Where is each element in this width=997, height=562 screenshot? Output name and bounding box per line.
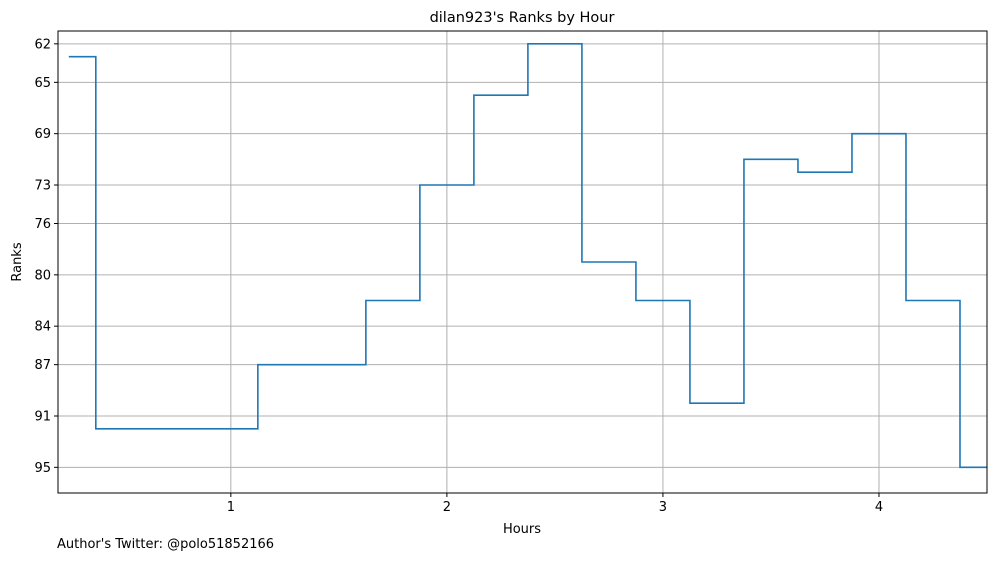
y-tick-label: 91 [34, 410, 51, 425]
plot-frame [57, 30, 988, 494]
y-tick-label: 95 [34, 461, 51, 476]
rank-step-line [68, 43, 987, 469]
x-tick-label: 2 [443, 500, 451, 515]
x-axis-label: Hours [503, 522, 541, 537]
y-axis-ticks: 62 65 69 73 76 80 84 87 91 95 [34, 37, 58, 476]
y-tick-label: 62 [34, 37, 51, 52]
chart-title: dilan923's Ranks by Hour [430, 10, 615, 26]
y-tick-label: 87 [34, 358, 51, 373]
author-twitter-credit: Author's Twitter: @polo51852166 [57, 537, 275, 552]
y-tick-label: 84 [34, 320, 51, 335]
x-tick-label: 3 [659, 500, 667, 515]
y-axis-label: Ranks [10, 242, 25, 281]
y-tick-label: 65 [34, 76, 51, 91]
grid [58, 31, 987, 493]
y-tick-label: 73 [34, 179, 51, 194]
x-axis-ticks: 1 2 3 4 [227, 493, 883, 515]
x-tick-label: 1 [227, 500, 235, 515]
y-tick-label: 69 [34, 127, 51, 142]
y-tick-label: 80 [34, 268, 51, 283]
y-tick-label: 76 [34, 217, 51, 232]
x-tick-label: 4 [875, 500, 883, 515]
